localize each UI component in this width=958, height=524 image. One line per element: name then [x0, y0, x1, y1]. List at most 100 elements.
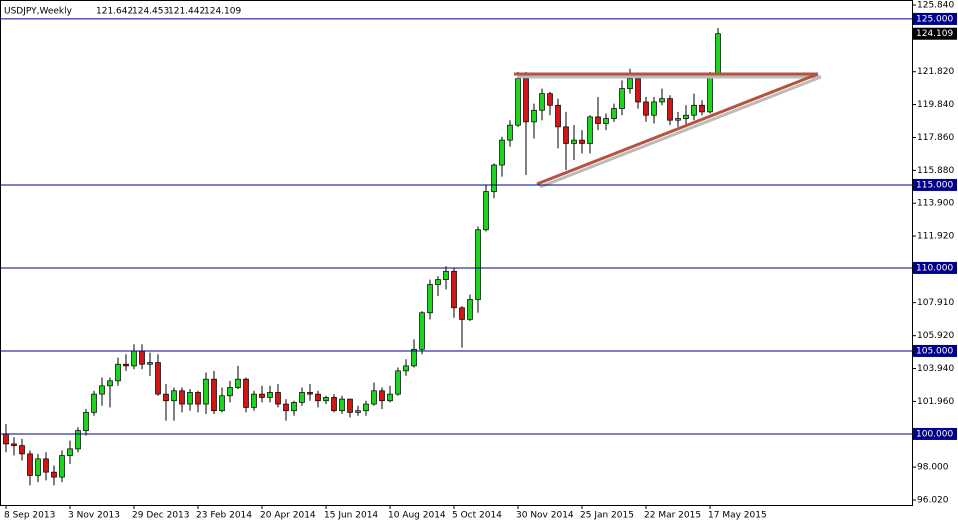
level-label-box — [913, 427, 957, 440]
level-label: 125.000 — [916, 14, 953, 24]
candle-body — [419, 312, 425, 350]
y-tick-label: 101.960 — [917, 397, 954, 407]
candle-body — [475, 229, 481, 300]
plot-border — [0, 0, 913, 506]
candle-body — [523, 78, 529, 123]
candle-body — [123, 363, 129, 367]
candle-body — [435, 279, 441, 285]
candle-body — [499, 139, 505, 166]
candle-body — [595, 116, 601, 124]
y-tick-label: 125.840 — [917, 0, 954, 10]
support-trendline — [536, 72, 819, 186]
candle-body — [387, 393, 393, 402]
candle-body — [643, 101, 649, 116]
candle-body — [115, 363, 121, 382]
candle-body — [59, 455, 65, 478]
level-label: 110.000 — [916, 263, 953, 273]
candle-body — [611, 108, 617, 119]
level-label: 115.000 — [916, 180, 953, 190]
candle-body — [99, 385, 105, 395]
candle-body — [635, 78, 641, 103]
candle-body — [347, 398, 353, 413]
candle-body — [619, 88, 625, 109]
level-label-box — [913, 344, 957, 357]
candle-body — [243, 378, 249, 408]
candle-body — [539, 93, 545, 111]
candle-body — [51, 471, 57, 478]
triangle-drawing — [514, 72, 822, 189]
x-tick-label: 22 Mar 2015 — [644, 511, 701, 521]
candle-body — [179, 390, 185, 405]
candle-body — [43, 458, 49, 473]
candle-body — [195, 392, 201, 405]
candle-body — [323, 397, 329, 402]
y-tick-label: 119.840 — [917, 100, 954, 110]
chart-title: USDJPY,Weekly — [4, 7, 73, 17]
x-tick-label: 8 Sep 2013 — [4, 511, 55, 521]
candle-body — [91, 393, 97, 413]
level-label: 105.000 — [916, 346, 953, 356]
candle-body — [11, 443, 17, 446]
candle-body — [443, 270, 449, 280]
header-low: 121.442 — [168, 7, 205, 17]
candle-body — [35, 458, 41, 476]
y-tick-label: 96.020 — [917, 496, 949, 506]
x-tick-label: 29 Dec 2013 — [132, 511, 190, 521]
candle-body — [283, 403, 289, 412]
candle-body — [379, 390, 385, 402]
candle-body — [187, 392, 193, 405]
candle-body — [563, 126, 569, 144]
y-tick-label: 115.880 — [917, 166, 954, 176]
x-tick-label: 10 Aug 2014 — [388, 511, 446, 521]
candle-body — [467, 299, 473, 320]
candle-body — [587, 116, 593, 144]
header-high: 124.453 — [132, 7, 169, 17]
candle-body — [507, 124, 513, 141]
candle-body — [251, 393, 257, 408]
candle-body — [411, 348, 417, 367]
y-tick-label: 103.940 — [917, 364, 954, 374]
candle-body — [259, 393, 265, 398]
candle-body — [211, 378, 217, 412]
candle-body — [171, 390, 177, 402]
candle-body — [131, 350, 137, 367]
candle-body — [571, 139, 577, 144]
candle-body — [627, 78, 633, 90]
current-price-label: 124.109 — [916, 29, 953, 39]
candle-body — [67, 448, 73, 456]
candle-body — [307, 392, 313, 395]
current-price-box — [913, 27, 957, 40]
header-open: 121.642 — [96, 7, 133, 17]
y-tick-label: 117.860 — [917, 133, 954, 143]
candle-body — [515, 78, 521, 126]
candle-body — [147, 362, 153, 365]
candle-body — [603, 118, 609, 124]
level-label-box — [913, 12, 957, 25]
candle-body — [675, 118, 681, 121]
candle-body — [235, 378, 241, 388]
trendline-shadow — [539, 75, 822, 189]
y-tick-label: 111.920 — [917, 232, 954, 242]
candle-body — [659, 98, 665, 103]
candles — [3, 28, 721, 486]
candle-body — [155, 362, 161, 395]
candle-body — [483, 191, 489, 231]
y-tick-label: 98.000 — [917, 463, 949, 473]
candle-body — [547, 93, 553, 106]
x-tick-label: 3 Nov 2013 — [68, 511, 120, 521]
candle-body — [531, 109, 537, 123]
candle-body — [707, 76, 713, 113]
x-tick-label: 5 Oct 2014 — [452, 511, 502, 521]
x-tick-label: 17 May 2015 — [708, 511, 767, 521]
x-tick-label: 23 Feb 2014 — [196, 511, 252, 521]
candle-body — [219, 395, 225, 412]
candle-body — [395, 370, 401, 395]
candle-body — [139, 350, 145, 365]
level-label-box — [913, 261, 957, 274]
x-tick-label: 20 Apr 2014 — [260, 511, 316, 521]
candle-body — [19, 445, 25, 455]
candle-body — [331, 397, 337, 412]
candle-body — [227, 387, 233, 397]
candle-body — [3, 433, 9, 445]
